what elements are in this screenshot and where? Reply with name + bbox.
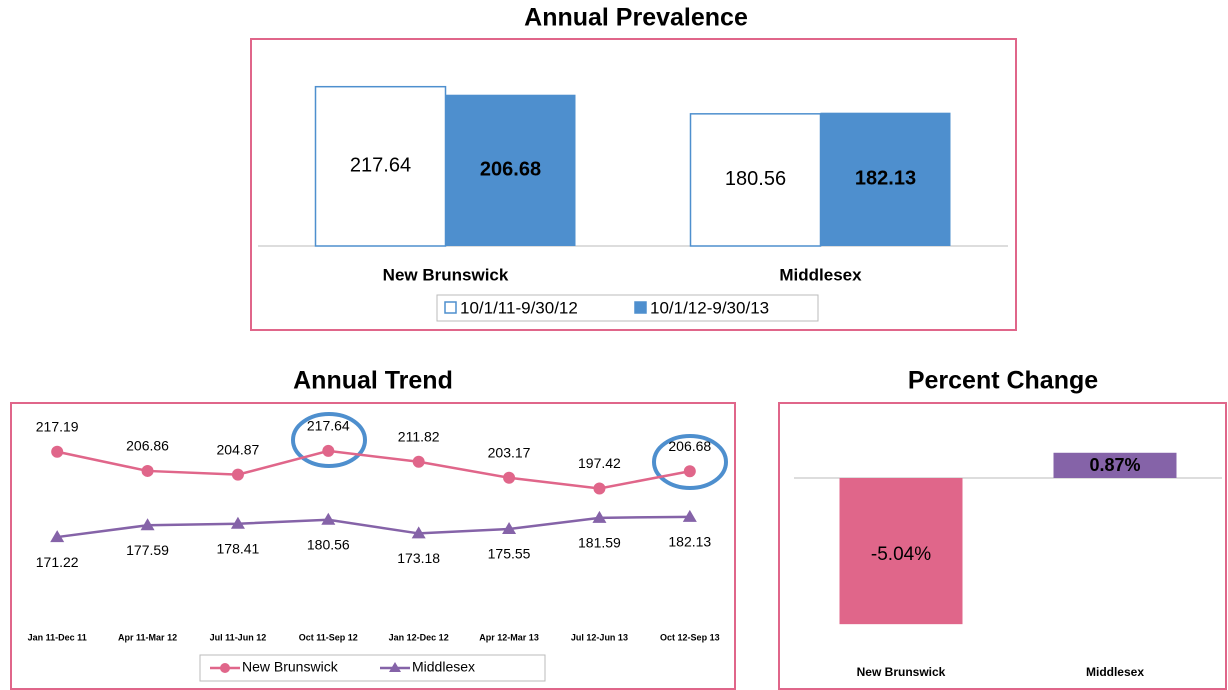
value-label: 203.17 — [488, 444, 531, 460]
marker — [51, 445, 64, 458]
legend-frame — [436, 294, 819, 322]
line — [56, 449, 691, 490]
marker — [321, 512, 336, 525]
value-label: 217.19 — [36, 418, 79, 434]
value-label: 204.87 — [217, 441, 260, 457]
panel-frame — [250, 38, 1017, 331]
value-label: 178.41 — [217, 540, 260, 556]
panel-frame — [778, 402, 1227, 690]
panel-frame — [10, 402, 736, 690]
x-tick-label: Jul 11-Jun 12 — [210, 632, 267, 642]
x-tick-label: New Brunswick — [383, 265, 509, 284]
marker — [593, 482, 606, 495]
marker — [592, 510, 607, 523]
marker — [411, 526, 426, 539]
bar — [445, 94, 576, 247]
chart-title: Percent Change — [908, 367, 1098, 395]
value-label: 211.82 — [398, 428, 440, 444]
x-tick-label: Jan 11-Dec 11 — [28, 632, 87, 642]
value-label: 206.68 — [480, 159, 541, 181]
x-tick-label: Middlesex — [1086, 665, 1144, 679]
legend-label: 10/1/12-9/30/13 — [650, 298, 769, 317]
marker — [412, 455, 425, 468]
value-label: 177.59 — [126, 542, 169, 558]
marker — [141, 464, 154, 477]
value-label: 171.22 — [36, 554, 79, 570]
line — [57, 515, 690, 539]
highlight-ring — [291, 412, 367, 468]
legend-swatch — [444, 301, 457, 314]
value-label: 0.87% — [1089, 455, 1140, 475]
marker — [502, 522, 517, 535]
legend-label: New Brunswick — [242, 659, 339, 675]
x-tick-label: Apr 11-Mar 12 — [118, 632, 177, 642]
legend-label: Middlesex — [412, 659, 475, 675]
value-label: 173.18 — [397, 550, 440, 566]
legend-marker — [389, 662, 401, 672]
value-label: 182.13 — [855, 168, 916, 190]
value-label: 217.64 — [350, 155, 411, 177]
bar — [839, 478, 963, 625]
x-tick-label: Apr 12-Mar 13 — [479, 632, 539, 642]
value-label: 217.64 — [307, 418, 350, 434]
bar — [820, 112, 951, 246]
marker — [682, 509, 697, 522]
x-tick-label: Jul 12-Jun 13 — [571, 632, 628, 642]
marker — [683, 465, 696, 478]
x-tick-label: Oct 12-Sep 13 — [660, 632, 720, 642]
bar — [689, 113, 822, 247]
bar — [1053, 452, 1177, 478]
marker — [140, 518, 155, 531]
chart-title: Annual Trend — [293, 367, 453, 395]
value-label: 206.68 — [668, 438, 711, 454]
x-tick-label: Jan 12-Dec 12 — [389, 632, 449, 642]
x-tick-label: Oct 11-Sep 12 — [299, 632, 358, 642]
x-tick-label: New Brunswick — [857, 665, 946, 679]
bar — [314, 85, 447, 247]
x-tick-label: Middlesex — [779, 265, 862, 284]
value-label: -5.04% — [871, 544, 931, 565]
legend-swatch — [634, 301, 647, 314]
value-label: 206.86 — [126, 438, 169, 454]
legend-frame — [199, 654, 546, 682]
legend-marker — [220, 663, 230, 673]
marker — [503, 471, 516, 484]
highlight-ring — [652, 434, 728, 490]
value-label: 180.56 — [725, 168, 786, 190]
value-label: 180.56 — [307, 536, 350, 552]
marker — [322, 444, 335, 457]
chart-title: Annual Prevalence — [524, 4, 748, 32]
marker — [230, 516, 245, 529]
value-label: 181.59 — [578, 535, 621, 551]
value-label: 182.13 — [668, 534, 711, 550]
value-label: 175.55 — [488, 546, 531, 562]
marker — [231, 468, 244, 481]
marker — [50, 530, 65, 543]
legend-label: 10/1/11-9/30/12 — [460, 298, 578, 317]
value-label: 197.42 — [578, 455, 621, 471]
